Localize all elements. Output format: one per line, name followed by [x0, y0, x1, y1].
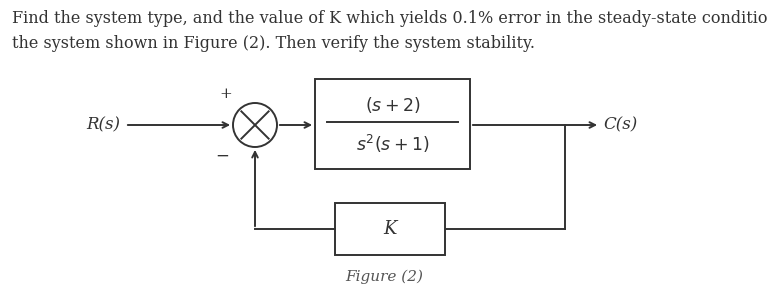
Text: the system shown in Figure (2). Then verify the system stability.: the system shown in Figure (2). Then ver… [12, 35, 535, 52]
Text: +: + [219, 87, 232, 101]
Text: −: − [215, 148, 229, 165]
FancyBboxPatch shape [335, 203, 445, 255]
Text: $(s + 2)$: $(s + 2)$ [365, 95, 420, 115]
Text: Find the system type, and the value of K which yields 0.1% error in the steady-s: Find the system type, and the value of K… [12, 10, 767, 27]
Text: R(s): R(s) [86, 116, 120, 133]
FancyBboxPatch shape [315, 79, 470, 169]
Text: K: K [384, 220, 397, 238]
Text: Figure (2): Figure (2) [345, 270, 423, 284]
Text: $s^2(s + 1)$: $s^2(s + 1)$ [356, 133, 430, 155]
Text: C(s): C(s) [603, 116, 637, 133]
